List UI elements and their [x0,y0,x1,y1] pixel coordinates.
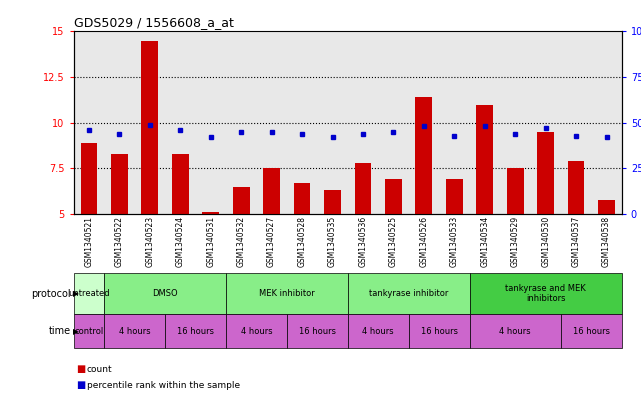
Bar [294,183,310,214]
Bar [568,161,585,214]
Bar [256,31,287,214]
Bar [233,187,249,214]
Bar [196,31,226,214]
Bar [135,31,165,214]
Text: percentile rank within the sample: percentile rank within the sample [87,381,240,389]
Bar [263,169,280,214]
Bar [500,31,530,214]
Text: control: control [74,327,104,336]
Bar [385,180,402,214]
Bar [415,97,432,214]
Bar [469,31,500,214]
Bar [324,191,341,214]
Text: 16 hours: 16 hours [177,327,214,336]
Text: 4 hours: 4 hours [362,327,394,336]
Text: 4 hours: 4 hours [499,327,531,336]
Bar [226,31,256,214]
Bar [378,31,409,214]
Text: 4 hours: 4 hours [119,327,151,336]
Bar [347,31,378,214]
Text: count: count [87,365,112,374]
Text: ■: ■ [76,364,85,375]
Text: ▶: ▶ [73,289,79,298]
Text: MEK inhibitor: MEK inhibitor [259,289,315,298]
Bar [203,212,219,214]
Bar [561,31,591,214]
Text: tankyrase and MEK
inhibitors: tankyrase and MEK inhibitors [505,284,586,303]
Bar [354,163,371,214]
Text: 16 hours: 16 hours [299,327,336,336]
Bar [507,169,524,214]
Bar [317,31,347,214]
Bar [476,105,493,214]
Text: untreated: untreated [68,289,110,298]
Bar [74,31,104,214]
Text: 16 hours: 16 hours [420,327,458,336]
Bar [591,31,622,214]
Bar [446,180,463,214]
Text: ■: ■ [76,380,85,390]
Bar [81,143,97,214]
Text: ▶: ▶ [73,327,79,336]
Bar [530,31,561,214]
Bar [111,154,128,214]
Bar [104,31,135,214]
Text: DMSO: DMSO [153,289,178,298]
Bar [172,154,188,214]
Bar [165,31,196,214]
Bar [537,132,554,214]
Bar [439,31,469,214]
Text: 4 hours: 4 hours [240,327,272,336]
Text: protocol: protocol [31,289,71,299]
Text: GDS5029 / 1556608_a_at: GDS5029 / 1556608_a_at [74,16,233,29]
Bar [598,200,615,214]
Bar [287,31,317,214]
Bar [142,40,158,214]
Bar [409,31,439,214]
Text: time: time [48,326,71,336]
Text: 16 hours: 16 hours [573,327,610,336]
Text: tankyrase inhibitor: tankyrase inhibitor [369,289,448,298]
